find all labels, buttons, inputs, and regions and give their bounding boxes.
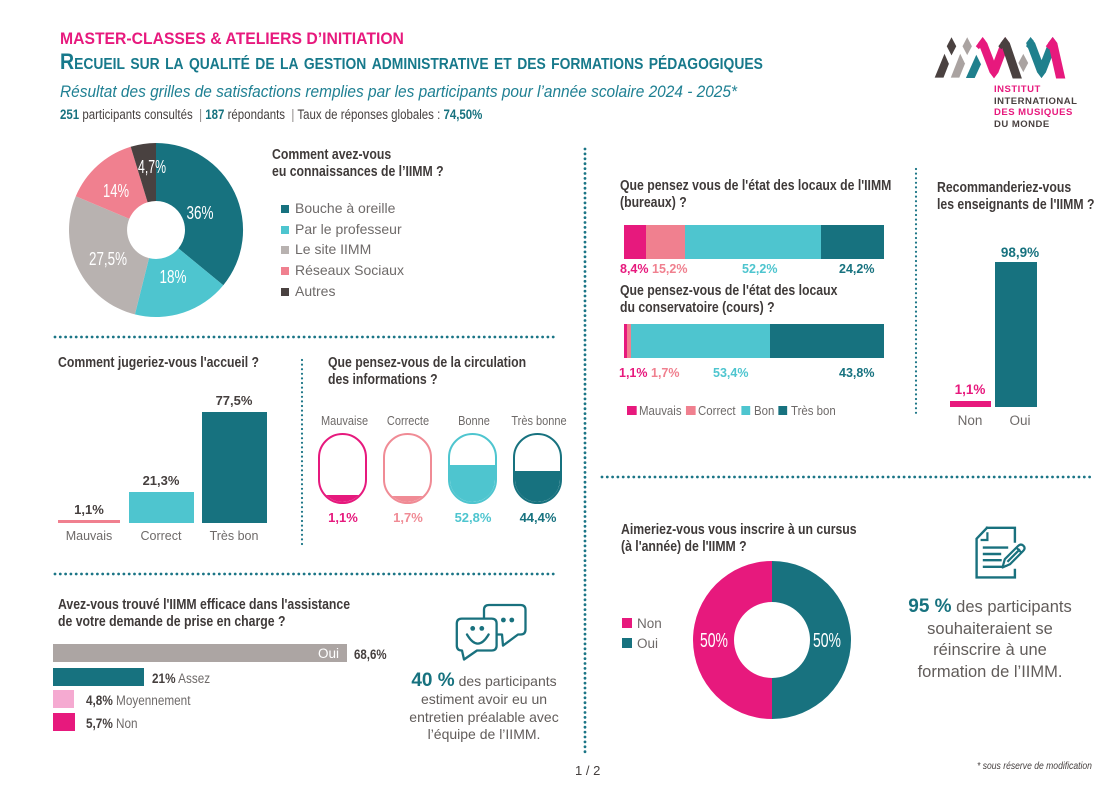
svg-text:27,5%: 27,5% [89, 248, 127, 269]
svg-text:4,7%: 4,7% [138, 156, 166, 177]
svg-text:36%: 36% [187, 202, 214, 223]
svg-text:14%: 14% [103, 180, 129, 201]
svg-text:18%: 18% [160, 266, 187, 287]
svg-text:50%: 50% [813, 630, 841, 652]
svg-text:50%: 50% [700, 630, 728, 652]
